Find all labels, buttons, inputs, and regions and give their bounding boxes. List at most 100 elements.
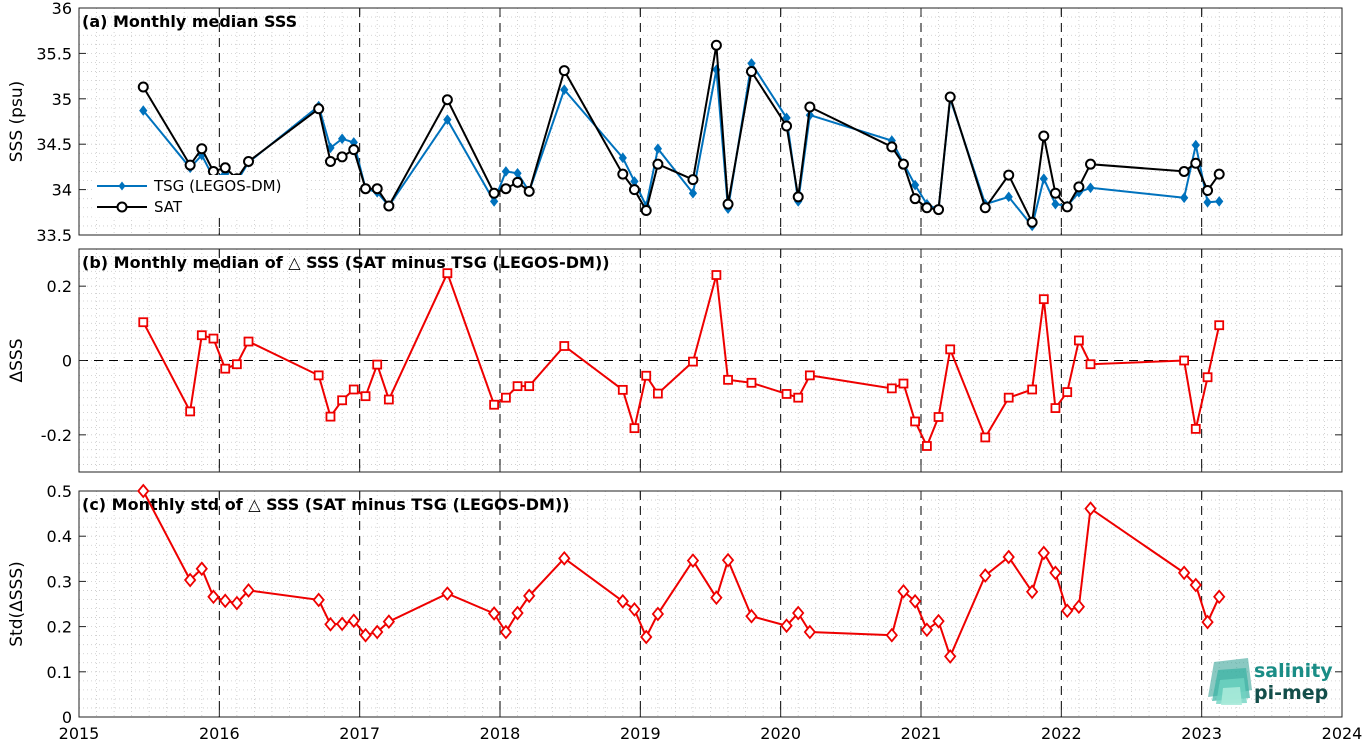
data-point bbox=[886, 383, 897, 394]
data-point bbox=[1086, 182, 1095, 194]
data-point bbox=[383, 200, 395, 212]
y-tick-label: -0.2 bbox=[41, 426, 72, 445]
data-point bbox=[909, 193, 921, 205]
data-point bbox=[885, 627, 898, 643]
data-point bbox=[945, 344, 956, 355]
data-point bbox=[1003, 169, 1015, 181]
data-point bbox=[184, 159, 196, 171]
data-point bbox=[383, 394, 394, 405]
data-point bbox=[688, 187, 698, 199]
data-point bbox=[371, 624, 384, 640]
data-point bbox=[371, 183, 383, 195]
data-point bbox=[1038, 294, 1049, 305]
x-tick-label: 2017 bbox=[339, 724, 380, 743]
data-point bbox=[231, 359, 242, 370]
y-axis-label: Std(ΔSSS) bbox=[7, 561, 27, 647]
data-point bbox=[1213, 168, 1225, 180]
data-point bbox=[1085, 359, 1096, 370]
data-point bbox=[1179, 192, 1189, 204]
y-axis-label: ΔSSS bbox=[7, 338, 27, 382]
data-point bbox=[523, 185, 535, 197]
data-point bbox=[1213, 589, 1226, 605]
data-point bbox=[793, 392, 804, 403]
y-tick-label: 0.1 bbox=[47, 663, 72, 682]
data-point bbox=[313, 370, 324, 381]
data-point bbox=[723, 374, 733, 385]
data-point bbox=[979, 568, 992, 583]
data-point bbox=[980, 432, 991, 443]
y-tick-label: 0 bbox=[62, 708, 72, 727]
data-point bbox=[944, 649, 957, 664]
panel-b: -0.2 0 0.2 ΔSSS (b) Monthly median of △ SSS … bbox=[7, 248, 1343, 473]
data-point bbox=[653, 143, 663, 155]
pimep-logo: salinity pi-mep bbox=[1208, 658, 1333, 705]
data-point bbox=[372, 359, 383, 370]
data-point bbox=[207, 165, 219, 177]
minor-grid bbox=[79, 249, 1342, 472]
data-point bbox=[243, 155, 255, 167]
data-point bbox=[512, 381, 523, 392]
data-point bbox=[933, 412, 944, 422]
data-point bbox=[781, 389, 792, 399]
data-point bbox=[524, 381, 535, 392]
data-point bbox=[1049, 187, 1061, 199]
data-point bbox=[487, 606, 501, 621]
data-point bbox=[336, 151, 348, 163]
data-point bbox=[1190, 423, 1201, 434]
data-point bbox=[1061, 603, 1074, 619]
panel-title: (b) Monthly median of △ SSS (SAT minus T… bbox=[82, 253, 610, 272]
data-point bbox=[944, 91, 956, 103]
data-point bbox=[137, 81, 149, 93]
data-point bbox=[560, 84, 569, 96]
data-point bbox=[651, 606, 665, 622]
data-point bbox=[1202, 185, 1214, 197]
x-tick-label: 2016 bbox=[199, 724, 240, 743]
data-point bbox=[512, 176, 524, 188]
data-point bbox=[185, 406, 196, 417]
x-tick-label: 2020 bbox=[760, 724, 801, 743]
y-axis-label: SSS (psu) bbox=[7, 81, 27, 162]
data-point bbox=[488, 187, 500, 199]
data-point bbox=[641, 370, 652, 381]
data-point bbox=[1002, 549, 1015, 565]
y-tick-label: 0.2 bbox=[47, 618, 72, 637]
data-point bbox=[652, 388, 663, 399]
data-point bbox=[710, 590, 723, 606]
data-point bbox=[337, 395, 348, 406]
data-point bbox=[1049, 565, 1062, 581]
data-point bbox=[921, 441, 932, 451]
data-point bbox=[183, 572, 197, 588]
data-point bbox=[1039, 173, 1048, 185]
data-point bbox=[908, 593, 922, 609]
y-tick-label: 34 bbox=[52, 181, 72, 200]
data-point bbox=[195, 561, 208, 577]
data-point bbox=[207, 589, 220, 605]
data-point bbox=[360, 391, 371, 402]
data-point bbox=[921, 202, 933, 214]
legend-marker bbox=[118, 181, 126, 191]
y-tick-label: 0 bbox=[62, 352, 72, 371]
data-point bbox=[745, 608, 758, 624]
data-point bbox=[687, 174, 699, 186]
data-point bbox=[1004, 191, 1013, 203]
data-point bbox=[208, 333, 219, 344]
data-point bbox=[628, 184, 640, 196]
data-point bbox=[1190, 157, 1202, 169]
data-point bbox=[979, 202, 991, 214]
data-point bbox=[1201, 614, 1214, 630]
x-tick-label: 2021 bbox=[901, 724, 942, 743]
minor-grid bbox=[79, 8, 1342, 235]
legend-marker bbox=[116, 201, 128, 213]
data-point bbox=[1179, 355, 1190, 366]
data-point bbox=[711, 270, 722, 280]
x-tick-label: 2022 bbox=[1041, 724, 1082, 743]
data-point bbox=[781, 120, 793, 132]
data-point bbox=[348, 144, 360, 156]
data-point bbox=[886, 141, 898, 153]
data-point bbox=[523, 588, 536, 604]
y-tick-label: 36 bbox=[52, 0, 72, 18]
data-point bbox=[501, 166, 511, 177]
data-point bbox=[1073, 335, 1084, 346]
data-point bbox=[897, 583, 910, 599]
